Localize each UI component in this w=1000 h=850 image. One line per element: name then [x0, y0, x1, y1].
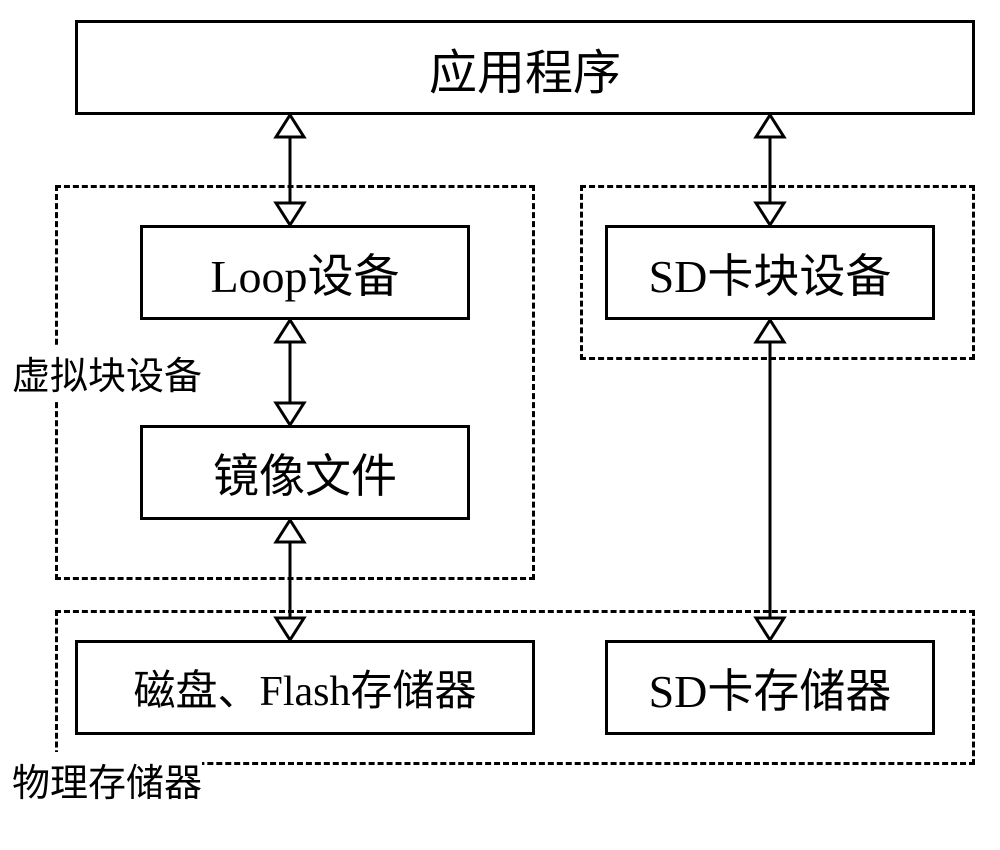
- node-sd-block-device-label: SD卡块设备: [649, 240, 892, 306]
- node-application-label: 应用程序: [429, 33, 621, 103]
- diagram-canvas: 应用程序 Loop设备 SD卡块设备 镜像文件 磁盘、Flash存储器 SD卡存…: [0, 0, 1000, 850]
- node-sd-storage-label: SD卡存储器: [649, 655, 892, 721]
- label-physical-storage: 物理存储器: [12, 752, 202, 807]
- node-application: 应用程序: [75, 20, 975, 115]
- node-disk-flash-storage-label: 磁盘、Flash存储器: [133, 657, 476, 718]
- node-image-file: 镜像文件: [140, 425, 470, 520]
- node-disk-flash-storage: 磁盘、Flash存储器: [75, 640, 535, 735]
- node-loop-device-label: Loop设备: [210, 240, 399, 306]
- node-image-file-label: 镜像文件: [213, 440, 397, 506]
- node-sd-storage: SD卡存储器: [605, 640, 935, 735]
- node-loop-device: Loop设备: [140, 225, 470, 320]
- label-virtual-block-device: 虚拟块设备: [12, 345, 202, 400]
- node-sd-block-device: SD卡块设备: [605, 225, 935, 320]
